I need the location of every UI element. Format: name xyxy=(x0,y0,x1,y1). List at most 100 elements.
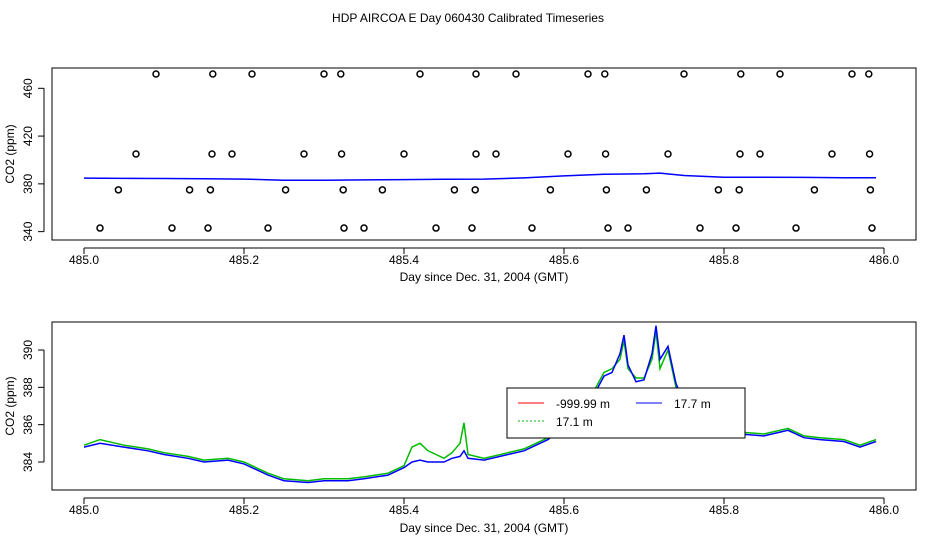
data-point xyxy=(185,186,194,194)
data-point xyxy=(868,224,876,232)
series-line-3 xyxy=(83,325,877,484)
data-point xyxy=(865,70,873,78)
data-point xyxy=(206,186,215,194)
data-point xyxy=(601,70,609,78)
x-tick-label: 485.6 xyxy=(549,253,579,267)
data-point xyxy=(339,186,347,194)
data-point xyxy=(132,150,140,158)
data-point xyxy=(604,224,612,232)
data-point xyxy=(737,70,745,78)
data-point xyxy=(512,70,520,78)
data-point xyxy=(450,186,459,194)
legend-box xyxy=(506,387,746,439)
data-point xyxy=(360,224,368,232)
data-point xyxy=(472,70,480,78)
data-point xyxy=(732,224,740,232)
legend-label-series-2: 17.1 m xyxy=(556,415,593,429)
x-tick-label: 485.6 xyxy=(549,503,579,517)
panel-bottom: 485.0 485.2 485.4 485.6 485.8 486.0 384 386 388… xyxy=(3,321,917,535)
y-tick-label: 390 xyxy=(21,340,35,360)
data-point xyxy=(810,186,819,194)
x-axis-title-bottom: Day since Dec. 31, 2004 (GMT) xyxy=(400,521,569,535)
data-point xyxy=(320,70,328,78)
data-point xyxy=(584,70,592,78)
data-point xyxy=(492,150,500,158)
y-tick-label: 380 xyxy=(21,174,35,194)
legend-label-series-3: 17.7 m xyxy=(674,397,711,411)
data-point xyxy=(602,186,611,194)
data-point xyxy=(865,150,874,158)
x-tick-label: 485.2 xyxy=(229,503,259,517)
chart-title: HDP AIRCOA E Day 060430 Calibrated Times… xyxy=(332,11,604,25)
data-point xyxy=(642,186,651,194)
x-tick-label: 485.0 xyxy=(69,503,99,517)
data-point xyxy=(337,70,345,78)
data-point xyxy=(792,224,800,232)
data-point xyxy=(756,150,764,158)
legend-label-series-1: -999.99 m xyxy=(556,397,610,411)
data-point xyxy=(208,150,216,158)
data-point xyxy=(264,224,272,232)
data-point xyxy=(204,224,212,232)
y-tick-label: 420 xyxy=(21,126,35,146)
x-tick-label: 486.0 xyxy=(869,503,899,517)
data-point xyxy=(664,150,672,158)
data-point xyxy=(114,186,123,194)
data-point xyxy=(416,70,424,78)
plot-area-top xyxy=(83,70,876,232)
data-point xyxy=(696,224,704,232)
data-point xyxy=(714,186,723,194)
data-point xyxy=(848,70,856,78)
x-tick-label: 486.0 xyxy=(869,253,899,267)
x-tick-label: 485.4 xyxy=(389,253,419,267)
legend: -999.99 m 17.1 m 17.7 m xyxy=(506,387,746,439)
data-point xyxy=(601,150,610,158)
y-tick-label: 340 xyxy=(21,221,35,241)
data-point xyxy=(209,70,217,78)
y-axis-top: 340 380 420 460 xyxy=(21,78,45,242)
x-axis-bottom: 485.0 485.2 485.4 485.6 485.8 486.0 xyxy=(69,497,899,517)
y-tick-label: 384 xyxy=(21,452,35,472)
data-point xyxy=(152,70,160,78)
data-point xyxy=(400,150,408,158)
panel-top: 485.0 485.2 485.4 485.6 485.8 486.0 340 380 420… xyxy=(3,67,917,284)
data-point xyxy=(736,150,744,158)
data-point xyxy=(564,150,572,158)
y-tick-label: 460 xyxy=(21,78,35,98)
data-point xyxy=(168,224,176,232)
data-point xyxy=(680,70,688,78)
data-point xyxy=(300,150,308,158)
plot-area-bottom xyxy=(83,325,877,484)
data-point xyxy=(866,186,875,194)
data-point xyxy=(432,224,440,232)
x-axis-top: 485.0 485.2 485.4 485.6 485.8 486.0 xyxy=(69,247,899,267)
x-tick-label: 485.8 xyxy=(709,503,739,517)
data-point xyxy=(96,224,104,232)
y-axis-title-top: CO2 (ppm) xyxy=(3,124,17,183)
x-tick-label: 485.0 xyxy=(69,253,99,267)
x-tick-label: 485.4 xyxy=(389,503,419,517)
x-axis-title-top: Day since Dec. 31, 2004 (GMT) xyxy=(400,270,569,284)
y-tick-label: 388 xyxy=(21,377,35,397)
data-point xyxy=(776,70,784,78)
y-axis-bottom: 384 386 388 390 xyxy=(21,340,45,472)
x-tick-label: 485.8 xyxy=(709,253,739,267)
x-tick-label: 485.2 xyxy=(229,253,259,267)
plot-frame-bottom xyxy=(51,321,917,491)
data-point xyxy=(828,150,836,158)
data-point xyxy=(735,186,743,194)
data-point xyxy=(228,150,236,158)
data-point xyxy=(624,224,632,232)
data-point xyxy=(248,70,256,78)
series-line-1 xyxy=(83,172,876,182)
data-point xyxy=(546,186,555,194)
data-point xyxy=(472,150,480,158)
data-point xyxy=(528,224,536,232)
data-point xyxy=(468,224,476,232)
data-point xyxy=(337,150,346,158)
y-tick-label: 386 xyxy=(21,414,35,434)
data-point xyxy=(281,186,290,194)
y-axis-title-bottom: CO2 (ppm) xyxy=(3,376,17,435)
data-point xyxy=(340,224,348,232)
